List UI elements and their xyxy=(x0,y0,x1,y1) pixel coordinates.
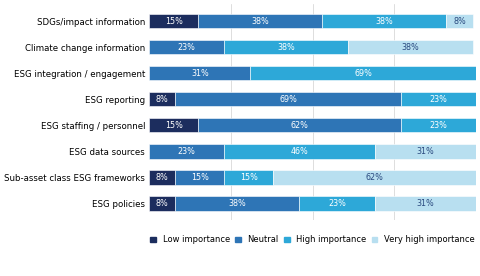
Text: 31%: 31% xyxy=(191,69,209,78)
Bar xyxy=(149,118,198,132)
Text: 69%: 69% xyxy=(279,95,297,104)
Bar xyxy=(175,92,401,107)
Bar xyxy=(175,170,224,185)
Text: 15%: 15% xyxy=(191,173,209,182)
Bar xyxy=(149,196,175,211)
Text: 69%: 69% xyxy=(354,69,372,78)
Bar xyxy=(401,118,476,132)
Bar xyxy=(273,170,476,185)
Text: 15%: 15% xyxy=(240,173,258,182)
Text: 31%: 31% xyxy=(416,199,434,208)
Bar xyxy=(300,196,374,211)
Text: 8%: 8% xyxy=(156,95,168,104)
Text: 8%: 8% xyxy=(453,17,466,26)
Bar xyxy=(374,144,476,158)
Bar xyxy=(198,14,322,28)
Bar xyxy=(224,144,374,158)
Legend: Low importance, Neutral, High importance, Very high importance: Low importance, Neutral, High importance… xyxy=(150,235,475,245)
Bar xyxy=(224,40,348,54)
Bar xyxy=(401,92,476,107)
Text: 23%: 23% xyxy=(178,43,196,52)
Text: 23%: 23% xyxy=(328,199,346,208)
Text: 23%: 23% xyxy=(178,147,196,156)
Text: 31%: 31% xyxy=(416,147,434,156)
Text: 38%: 38% xyxy=(375,17,393,26)
Text: 15%: 15% xyxy=(165,17,183,26)
Text: 15%: 15% xyxy=(165,121,183,130)
Text: 62%: 62% xyxy=(290,121,308,130)
Bar xyxy=(446,14,473,28)
Text: 38%: 38% xyxy=(228,199,246,208)
Text: 62%: 62% xyxy=(366,173,384,182)
Text: 8%: 8% xyxy=(156,199,168,208)
Bar xyxy=(348,40,473,54)
Bar xyxy=(251,66,476,80)
Bar xyxy=(149,92,175,107)
Bar xyxy=(149,144,224,158)
Text: 23%: 23% xyxy=(429,95,447,104)
Bar xyxy=(149,14,198,28)
Bar xyxy=(198,118,401,132)
Bar xyxy=(149,66,251,80)
Bar xyxy=(374,196,476,211)
Bar xyxy=(224,170,273,185)
Text: 38%: 38% xyxy=(277,43,295,52)
Text: 38%: 38% xyxy=(402,43,420,52)
Text: 38%: 38% xyxy=(252,17,269,26)
Text: 8%: 8% xyxy=(156,173,168,182)
Bar xyxy=(149,40,224,54)
Bar xyxy=(175,196,300,211)
Bar xyxy=(149,170,175,185)
Bar xyxy=(322,14,446,28)
Text: 23%: 23% xyxy=(429,121,447,130)
Text: 46%: 46% xyxy=(290,147,308,156)
